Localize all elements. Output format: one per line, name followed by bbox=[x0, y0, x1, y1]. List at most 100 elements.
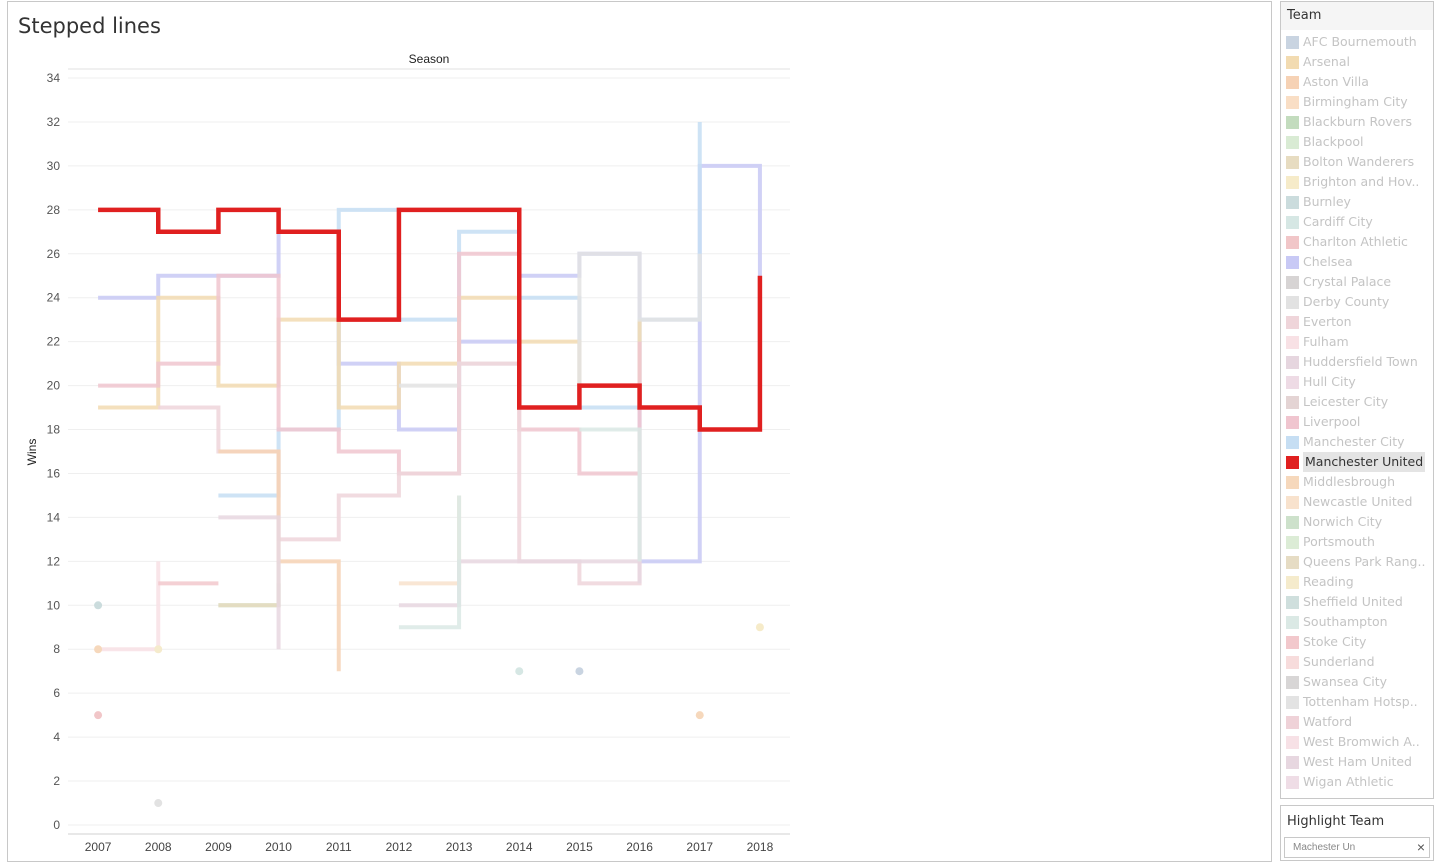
y-tick-label: 20 bbox=[47, 379, 61, 393]
legend-item[interactable]: Liverpool bbox=[1281, 412, 1433, 432]
data-point bbox=[94, 711, 103, 720]
x-tick-label: 2007 bbox=[85, 840, 112, 854]
legend-item[interactable]: Crystal Palace bbox=[1281, 272, 1433, 292]
legend-item[interactable]: Birmingham City bbox=[1281, 92, 1433, 112]
legend-item[interactable]: Manchester City bbox=[1281, 432, 1433, 452]
y-tick-label: 28 bbox=[47, 203, 61, 217]
legend-swatch bbox=[1286, 736, 1299, 749]
legend-label: Southampton bbox=[1303, 614, 1388, 629]
legend-item[interactable]: Blackburn Rovers bbox=[1281, 112, 1433, 132]
legend-item[interactable]: AFC Bournemouth bbox=[1281, 32, 1433, 52]
y-tick-label: 34 bbox=[47, 71, 61, 85]
legend-item[interactable]: Chelsea bbox=[1281, 252, 1433, 272]
legend-swatch bbox=[1286, 676, 1299, 689]
legend-item[interactable]: Everton bbox=[1281, 312, 1433, 332]
legend-item[interactable]: Aston Villa bbox=[1281, 72, 1433, 92]
legend-label: Portsmouth bbox=[1303, 534, 1375, 549]
legend-label: West Ham United bbox=[1303, 754, 1412, 769]
legend-item[interactable]: Fulham bbox=[1281, 332, 1433, 352]
legend-item[interactable]: West Bromwich A.. bbox=[1281, 732, 1433, 752]
chart-title: Stepped lines bbox=[18, 14, 161, 38]
legend-item[interactable]: West Ham United bbox=[1281, 752, 1433, 772]
legend-item[interactable]: Cardiff City bbox=[1281, 212, 1433, 232]
y-tick-label: 6 bbox=[53, 686, 60, 700]
series-line bbox=[98, 295, 642, 410]
legend-item[interactable]: Hull City bbox=[1281, 372, 1433, 392]
visualization-pane: Stepped lines 0 2 4 6 8 10 12 14 16 18 20 22 24 26 28 3… bbox=[7, 1, 1272, 862]
x-tick-label: 2008 bbox=[145, 840, 172, 854]
highlight-team-field[interactable]: × bbox=[1284, 837, 1430, 858]
legend-item[interactable]: Wigan Athletic bbox=[1281, 772, 1433, 792]
legend-swatch bbox=[1286, 116, 1299, 129]
data-point bbox=[154, 799, 163, 808]
y-tick-label: 12 bbox=[47, 554, 61, 568]
y-tick-label: 2 bbox=[53, 774, 60, 788]
legend-item[interactable]: Manchester United bbox=[1281, 452, 1433, 472]
legend-label: Wigan Athletic bbox=[1303, 774, 1394, 789]
legend-item[interactable]: Bolton Wanderers bbox=[1281, 152, 1433, 172]
x-tick-label: 2012 bbox=[386, 840, 413, 854]
legend-item[interactable]: Southampton bbox=[1281, 612, 1433, 632]
legend-item[interactable]: Queens Park Rang.. bbox=[1281, 552, 1433, 572]
legend-label: Hull City bbox=[1303, 374, 1356, 389]
legend-item[interactable]: Stoke City bbox=[1281, 632, 1433, 652]
x-tick-label: 2013 bbox=[446, 840, 473, 854]
legend-label: Bolton Wanderers bbox=[1303, 154, 1415, 169]
x-tick-label: 2018 bbox=[747, 840, 774, 854]
legend-item[interactable]: Blackpool bbox=[1281, 132, 1433, 152]
legend-swatch bbox=[1286, 476, 1299, 489]
legend-swatch bbox=[1286, 236, 1299, 249]
legend-label: AFC Bournemouth bbox=[1303, 34, 1417, 49]
legend-item[interactable]: Middlesbrough bbox=[1281, 472, 1433, 492]
legend-swatch bbox=[1286, 416, 1299, 429]
stepped-line-chart[interactable]: 0246810121416182022242628303234SeasonWin… bbox=[8, 2, 1271, 861]
legend-label: Queens Park Rang.. bbox=[1303, 554, 1426, 569]
legend-item[interactable]: Newcastle United bbox=[1281, 492, 1433, 512]
legend-item[interactable]: Sunderland bbox=[1281, 652, 1433, 672]
legend-label: Brighton and Hov.. bbox=[1303, 174, 1420, 189]
legend-item[interactable]: Charlton Athletic bbox=[1281, 232, 1433, 252]
legend-item[interactable]: Brighton and Hov.. bbox=[1281, 172, 1433, 192]
legend-swatch bbox=[1286, 696, 1299, 709]
legend-label: Watford bbox=[1303, 714, 1353, 729]
legend-item[interactable]: Arsenal bbox=[1281, 52, 1433, 72]
legend-label: Charlton Athletic bbox=[1303, 234, 1408, 249]
legend-label: Stoke City bbox=[1303, 634, 1367, 649]
legend-item[interactable]: Swansea City bbox=[1281, 672, 1433, 692]
legend-swatch bbox=[1286, 36, 1299, 49]
x-tick-label: 2010 bbox=[265, 840, 292, 854]
legend-item[interactable]: Norwich City bbox=[1281, 512, 1433, 532]
x-tick-label: 2016 bbox=[626, 840, 653, 854]
y-tick-label: 8 bbox=[53, 642, 60, 656]
legend-label: Blackburn Rovers bbox=[1303, 114, 1413, 129]
legend-item[interactable]: Derby County bbox=[1281, 292, 1433, 312]
legend-item[interactable]: Leicester City bbox=[1281, 392, 1433, 412]
legend-item[interactable]: Watford bbox=[1281, 712, 1433, 732]
highlight-team-input[interactable] bbox=[1285, 838, 1410, 857]
legend-item[interactable]: Reading bbox=[1281, 572, 1433, 592]
legend-item[interactable]: Portsmouth bbox=[1281, 532, 1433, 552]
legend-item[interactable]: Burnley bbox=[1281, 192, 1433, 212]
legend-swatch bbox=[1286, 716, 1299, 729]
legend-swatch bbox=[1286, 576, 1299, 589]
y-tick-label: 4 bbox=[53, 730, 60, 744]
legend-item[interactable]: Tottenham Hotsp.. bbox=[1281, 692, 1433, 712]
legend-swatch bbox=[1286, 196, 1299, 209]
legend-label: Manchester City bbox=[1303, 434, 1405, 449]
legend-label: Derby County bbox=[1303, 294, 1390, 309]
legend-title: Team bbox=[1287, 8, 1322, 23]
legend-label: Arsenal bbox=[1303, 54, 1350, 69]
y-tick-label: 10 bbox=[47, 598, 61, 612]
highlight-team-control: Highlight Team × bbox=[1280, 805, 1434, 861]
legend-swatch bbox=[1286, 496, 1299, 509]
y-tick-label: 24 bbox=[47, 291, 61, 305]
clear-icon[interactable]: × bbox=[1416, 839, 1425, 855]
legend-label: Sheffield United bbox=[1303, 594, 1403, 609]
legend-label: Newcastle United bbox=[1303, 494, 1413, 509]
legend-item[interactable]: Sheffield United bbox=[1281, 592, 1433, 612]
legend-label: Reading bbox=[1303, 574, 1354, 589]
series-line-highlight bbox=[98, 207, 763, 432]
legend-item[interactable]: Huddersfield Town bbox=[1281, 352, 1433, 372]
y-axis-label: Wins bbox=[25, 439, 39, 466]
x-tick-label: 2011 bbox=[326, 840, 352, 854]
